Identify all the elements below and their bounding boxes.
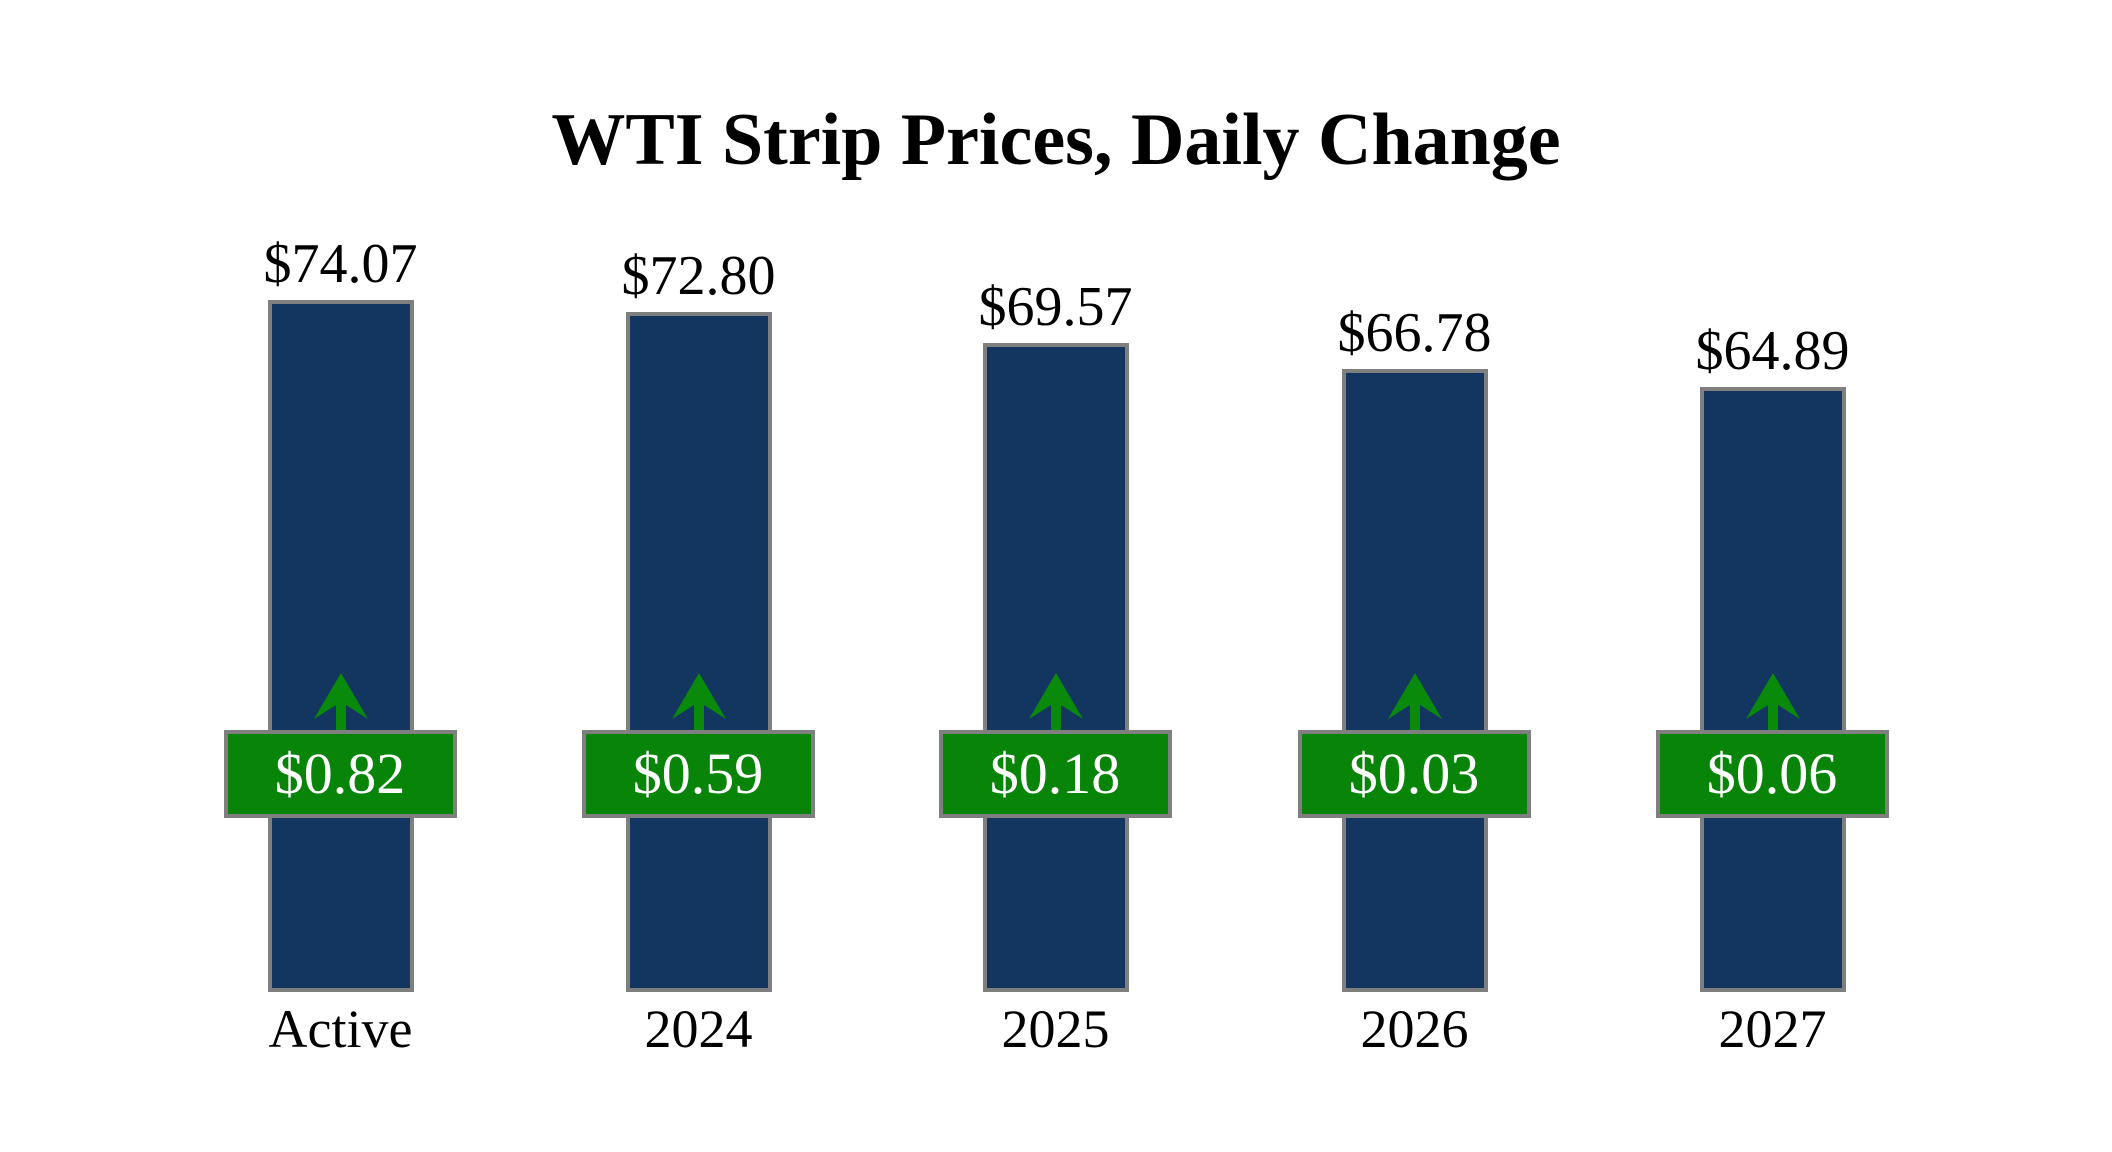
change-badge: $0.06 [1655, 730, 1889, 818]
change-value: $0.06 [1706, 741, 1838, 806]
up-arrow-icon [1745, 673, 1800, 730]
category-label: 2026 [1360, 999, 1469, 1059]
category-label: 2025 [1001, 999, 1110, 1059]
change-value: $0.82 [274, 741, 406, 806]
change-value: $0.59 [632, 741, 764, 806]
category-label: 2027 [1718, 999, 1827, 1059]
price-label: $74.07 [263, 233, 418, 295]
category-label: 2024 [644, 999, 753, 1059]
up-arrow-icon [671, 673, 726, 730]
up-arrow-icon [1387, 673, 1442, 730]
change-badge: $0.59 [581, 730, 815, 818]
bar-group-2026: $66.78 $0.03 2026 [1265, 0, 1565, 1152]
up-arrow-icon [1028, 673, 1083, 730]
price-label: $64.89 [1695, 320, 1850, 382]
price-bar [982, 343, 1129, 992]
category-label: Active [268, 999, 413, 1059]
price-label: $69.57 [978, 276, 1133, 338]
price-label: $72.80 [621, 245, 776, 307]
change-badge: $0.18 [938, 730, 1172, 818]
bar-group-2027: $64.89 $0.06 2027 [1623, 0, 1923, 1152]
change-value: $0.18 [989, 741, 1121, 806]
chart-title: WTI Strip Prices, Daily Change [551, 99, 1561, 181]
change-badge: $0.82 [223, 730, 457, 818]
bar-group-2025: $69.57 $0.18 2025 [906, 0, 1206, 1152]
price-bar [625, 312, 772, 992]
up-arrow-icon [313, 673, 368, 730]
change-value: $0.03 [1348, 741, 1480, 806]
change-badge: $0.03 [1297, 730, 1531, 818]
price-label: $66.78 [1337, 302, 1492, 364]
bar-group-active: $74.07 $0.82 Active [191, 0, 491, 1152]
price-bar [267, 300, 414, 992]
bar-group-2024: $72.80 $0.59 2024 [549, 0, 849, 1152]
